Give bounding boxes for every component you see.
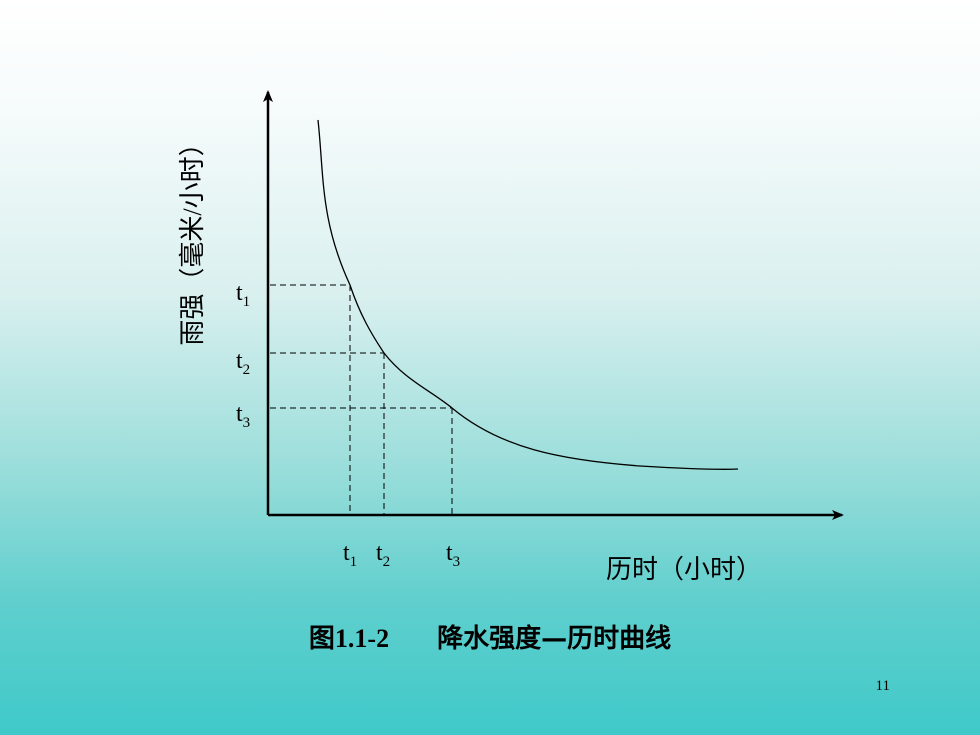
y-axis-label: 雨强（毫米/小时） — [178, 130, 207, 345]
x-tick-label-1: t1 — [343, 540, 357, 570]
y-tick-label-3: t3 — [236, 401, 250, 431]
figure-title: 降水强度—历时曲线 — [437, 624, 672, 654]
y-tick-label-2: t2 — [236, 348, 250, 378]
intensity-duration-curve — [317, 119, 739, 471]
x-axis-label: 历时（小时） — [606, 555, 762, 584]
y-tick-label-1: t1 — [236, 280, 250, 310]
x-tick-label-2: t2 — [376, 540, 390, 570]
figure-number: 图1.1-2 — [308, 624, 390, 653]
page-number: 11 — [875, 678, 890, 694]
x-tick-label-3: t3 — [446, 540, 460, 570]
guide-lines — [270, 284, 453, 515]
figure-caption: 图1.1-2 降水强度—历时曲线 — [0, 618, 980, 655]
